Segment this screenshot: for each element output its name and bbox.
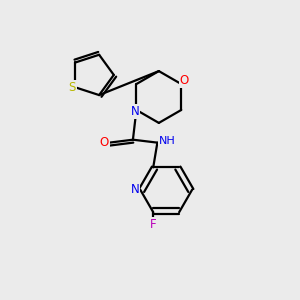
Text: O: O [99, 136, 109, 149]
Text: S: S [68, 81, 76, 94]
Text: O: O [180, 74, 189, 87]
Text: NH: NH [158, 136, 175, 146]
Text: N: N [130, 105, 139, 118]
Text: N: N [130, 183, 140, 196]
Text: F: F [150, 218, 157, 231]
